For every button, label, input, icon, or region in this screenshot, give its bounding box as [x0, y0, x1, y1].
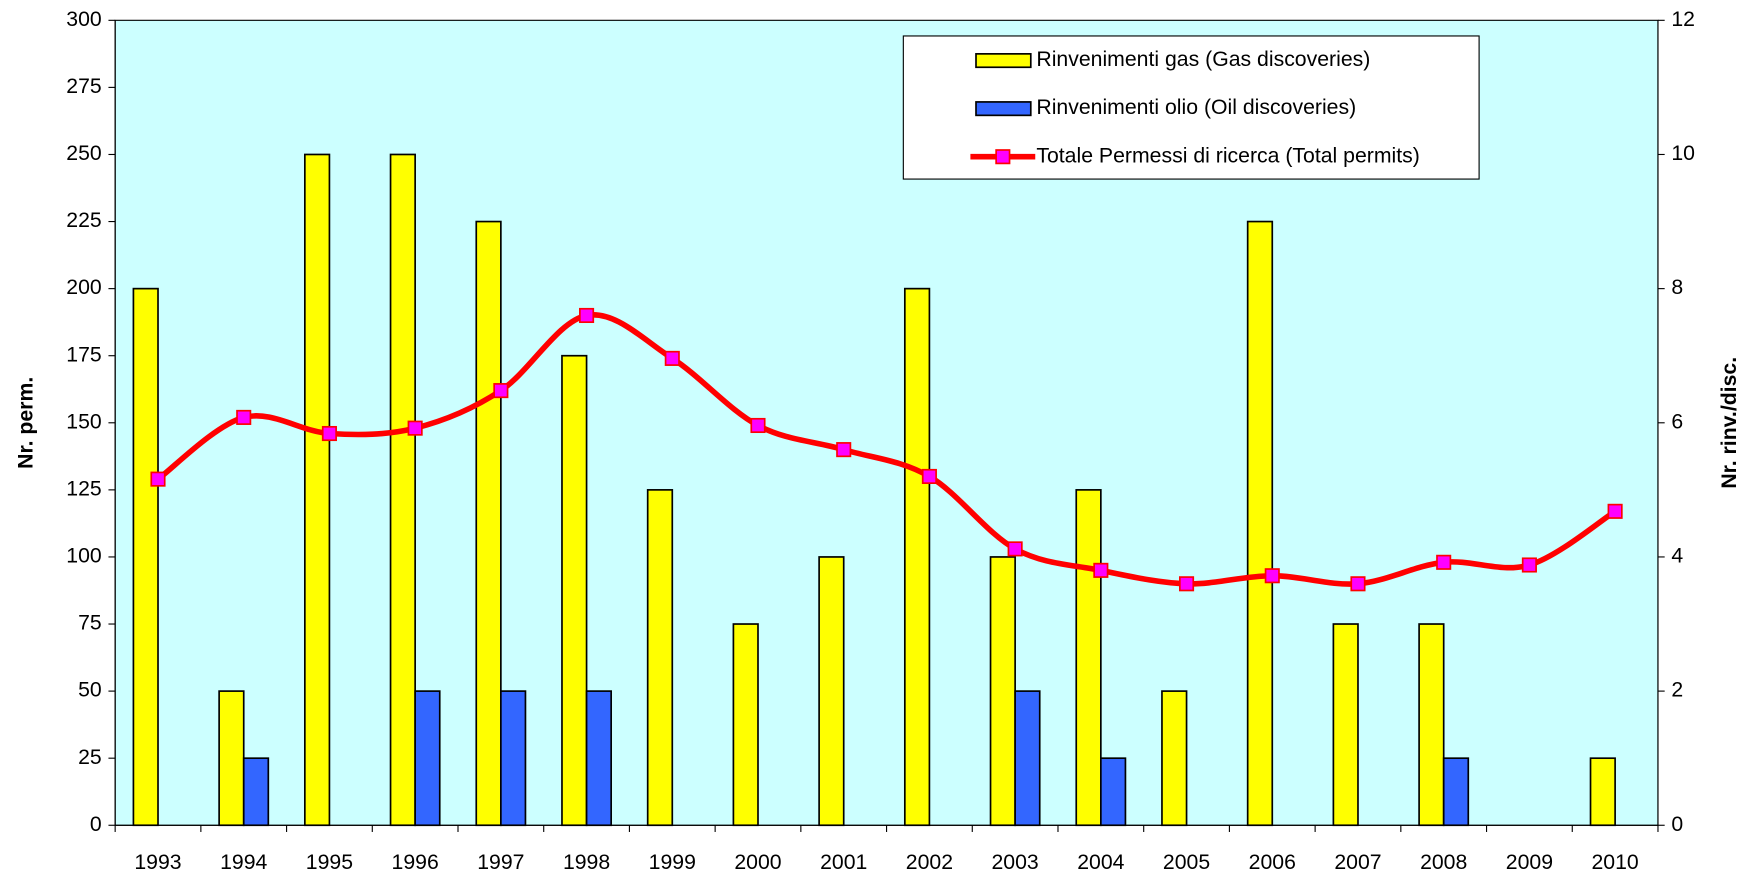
y-tick-label: 250 [66, 141, 101, 165]
line-marker [664, 350, 680, 366]
line-marker [493, 383, 509, 399]
x-tick-label: 2000 [734, 850, 781, 874]
bar [1100, 757, 1127, 827]
x-tick-label: 1996 [392, 850, 439, 874]
x-tick-label: 2010 [1591, 850, 1638, 874]
line-marker [579, 307, 595, 324]
line-marker [1093, 562, 1109, 578]
x-tick-label: 2002 [906, 850, 953, 874]
legend-label: Rinvenimenti olio (Oil discoveries) [1036, 95, 1356, 119]
y2-tick-label: 12 [1671, 7, 1695, 31]
line-marker [236, 409, 252, 425]
bar [500, 690, 527, 827]
bar [732, 623, 759, 827]
x-tick-label: 1997 [477, 850, 524, 874]
line-marker [1350, 576, 1366, 592]
x-tick-label: 2001 [820, 850, 867, 874]
bar [1418, 623, 1445, 827]
line-marker [750, 417, 766, 434]
bar [218, 690, 245, 827]
line-marker [1521, 557, 1537, 573]
bar [389, 153, 416, 827]
x-tick-label: 1994 [220, 850, 267, 874]
line-marker [921, 468, 937, 484]
y-axis-title: Nr. perm. [13, 377, 37, 469]
y-tick-label: 175 [66, 342, 101, 366]
y-tick-label: 225 [66, 208, 101, 232]
x-tick-label: 2005 [1163, 850, 1210, 874]
bar [242, 757, 270, 827]
x-tick-label: 1995 [306, 850, 353, 874]
x-tick-label: 1993 [134, 850, 181, 874]
legend: Rinvenimenti gas (Gas discoveries) Rinven… [902, 35, 1480, 180]
bar [989, 556, 1016, 827]
line-marker [407, 420, 423, 436]
bar [1246, 220, 1274, 827]
bar [1332, 623, 1359, 827]
y2-tick-label: 0 [1671, 812, 1683, 836]
x-tick-label: 2006 [1249, 850, 1296, 874]
legend-swatch [975, 101, 1032, 117]
line-marker [1607, 503, 1623, 519]
y-tick-label: 100 [66, 544, 101, 568]
y-tick-label: 200 [66, 275, 101, 299]
y-tick-label: 125 [66, 476, 101, 500]
x-tick-label: 1998 [563, 850, 610, 874]
y2-tick-label: 6 [1671, 409, 1683, 433]
y-tick-label: 275 [66, 74, 101, 98]
line-marker [1007, 541, 1023, 557]
bar [818, 556, 845, 827]
bar [303, 153, 331, 827]
x-tick-label: 2003 [992, 850, 1039, 874]
y2-axis-title: Nr. rinv./disc. [1717, 357, 1741, 489]
bar [585, 690, 613, 827]
y-tick-label: 150 [66, 409, 101, 433]
x-tick-label: 2007 [1334, 850, 1381, 874]
y2-tick-label: 8 [1671, 275, 1683, 299]
bar [1075, 489, 1102, 827]
y2-tick-label: 2 [1671, 678, 1683, 702]
bar [646, 489, 674, 827]
line-marker [836, 442, 852, 458]
y-tick-label: 50 [78, 678, 102, 702]
bar [1442, 757, 1470, 827]
bar [903, 287, 931, 827]
y-tick-label: 25 [78, 745, 102, 769]
legend-swatch [975, 53, 1032, 69]
x-tick-label: 2009 [1506, 850, 1553, 874]
bar [1589, 757, 1616, 827]
line-marker [1264, 568, 1280, 584]
legend-label: Rinvenimenti gas (Gas discoveries) [1036, 47, 1370, 71]
bar [414, 690, 441, 827]
line-marker [150, 471, 166, 487]
line-marker [321, 425, 337, 442]
bar [561, 354, 588, 827]
y2-tick-label: 4 [1671, 544, 1683, 568]
y2-tick-label: 10 [1671, 141, 1695, 165]
y-tick-label: 75 [78, 611, 102, 635]
y-tick-label: 300 [66, 7, 101, 31]
line-marker [1179, 576, 1195, 592]
bar [1161, 690, 1188, 827]
x-tick-label: 2004 [1077, 850, 1124, 874]
bar [1014, 690, 1041, 827]
bar [132, 287, 159, 827]
legend-label: Totale Permessi di ricerca (Total permit… [1036, 143, 1420, 167]
x-tick-label: 2008 [1420, 850, 1467, 874]
line-marker [1436, 554, 1452, 570]
bar [475, 220, 502, 827]
x-tick-label: 1999 [649, 850, 696, 874]
legend-marker [995, 149, 1011, 165]
y-tick-label: 0 [90, 812, 102, 836]
